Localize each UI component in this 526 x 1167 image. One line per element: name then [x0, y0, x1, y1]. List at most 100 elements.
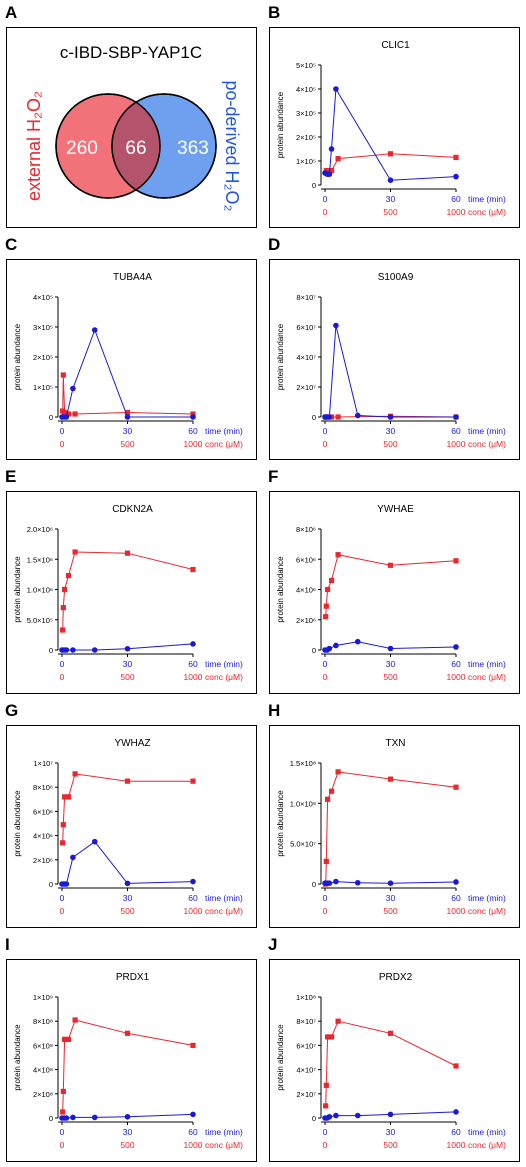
time-axis-label: time (min): [205, 1127, 243, 1137]
conc-data-point: [65, 794, 72, 800]
y-tick-label: 1.5×10⁶: [27, 555, 53, 564]
time-data-point: [333, 322, 339, 329]
panel-letter-a: A: [5, 3, 18, 22]
conc-tick-label: 0: [323, 1140, 328, 1150]
y-tick-label: 1×10⁷: [33, 759, 53, 768]
conc-data-point: [328, 1034, 335, 1040]
conc-data-point: [335, 156, 341, 162]
conc-tick-label: 500: [120, 1140, 134, 1150]
chart-prdx1: PRDX1 protein abundance 0 2×10⁸ 4×10⁸ 6×10⁸ 8×…: [13, 972, 243, 1150]
conc-tick-label: 0: [60, 439, 65, 449]
time-data-point: [333, 642, 339, 649]
conc-data-point: [190, 778, 196, 784]
y-tick-label: 5×10⁵: [296, 61, 316, 70]
conc-data-point: [387, 776, 394, 782]
y-tick-label: 0: [312, 1114, 316, 1123]
conc-tick-label: 0: [323, 207, 328, 217]
time-data-point: [124, 414, 131, 420]
y-tick-label: 6×10⁷: [296, 323, 316, 332]
time-axis-label: time (min): [468, 426, 506, 436]
time-axis-label: time (min): [205, 659, 243, 669]
time-data-point: [326, 171, 333, 177]
venn-title: c-IBD-SBP-YAP1C: [60, 43, 202, 62]
panel-letter-g: G: [5, 701, 19, 720]
time-axis-label: time (min): [205, 893, 243, 903]
conc-data-point: [335, 552, 341, 558]
conc-data-point: [72, 1017, 78, 1023]
chart-title-tuba4a: TUBA4A: [113, 272, 152, 283]
time-data-point: [124, 1113, 131, 1120]
conc-data-point: [124, 409, 131, 416]
time-data-point: [387, 645, 394, 652]
y-tick-label: 2×10⁷: [296, 1090, 316, 1099]
y-tick-label: 1×10⁹: [33, 993, 53, 1002]
conc-tick-label: 1000: [184, 906, 203, 916]
conc-tick-label: 1000: [447, 906, 466, 916]
conc-data-point: [60, 840, 66, 846]
conc-tick-label: 0: [60, 906, 65, 916]
time-data-point: [326, 880, 333, 886]
time-data-point: [190, 1111, 196, 1118]
chart-panel-j: PRDX2 protein abundance 0 2×10⁷ 4×10⁷ 6×10⁷ 8×…: [269, 959, 520, 1162]
time-tick-label: 30: [123, 893, 133, 903]
conc-tick-label: 500: [383, 439, 397, 449]
conc-data-point: [325, 168, 331, 174]
time-data-point: [91, 1114, 98, 1121]
y-tick-label: 2×10⁸: [33, 1090, 53, 1099]
time-tick-label: 30: [123, 659, 133, 669]
time-data-point: [387, 880, 394, 886]
time-data-point: [326, 1113, 333, 1120]
time-data-point: [333, 878, 339, 885]
y-tick-label: 2×10⁶: [33, 856, 53, 865]
time-data-point: [91, 327, 98, 333]
venn-overlap: [112, 94, 160, 198]
y-tick-label: 2×10⁵: [33, 353, 53, 362]
y-tick-label: 6×10⁸: [33, 1041, 53, 1050]
y-tick-label: 4×10⁷: [296, 353, 316, 362]
y-tick-label: 2.0×10⁶: [27, 525, 53, 534]
time-data-point: [70, 1114, 76, 1121]
y-axis-label: protein abundance: [13, 556, 22, 623]
conc-tick-label: 500: [383, 672, 397, 682]
time-tick-label: 0: [323, 1127, 328, 1137]
y-tick-label: 0: [49, 880, 53, 889]
conc-data-point: [60, 1088, 66, 1094]
conc-axis-label: conc (μM): [205, 672, 243, 682]
y-tick-label: 8×10⁶: [296, 525, 316, 534]
conc-data-point: [62, 409, 68, 416]
conc-axis-label: conc (μM): [205, 906, 243, 916]
chart-clic1: CLIC1 protein abundance 0 1×10⁵ 2×10⁵ 3×10⁵ 4×…: [276, 40, 506, 217]
time-series-line: [324, 87, 457, 181]
y-axis-label: protein abundance: [13, 323, 22, 390]
time-data-point: [387, 414, 394, 420]
time-data-point: [453, 644, 459, 650]
y-axis-label: protein abundance: [276, 790, 285, 857]
time-tick-label: 60: [451, 426, 461, 436]
time-series-line: [62, 841, 194, 885]
conc-data-point: [60, 1109, 66, 1115]
conc-axis-label: conc (μM): [205, 1140, 243, 1150]
panel-letter-c: C: [5, 235, 18, 254]
y-tick-label: 1×10⁸: [296, 993, 316, 1002]
y-axis-label: protein abundance: [276, 91, 285, 158]
time-data-point: [91, 838, 98, 845]
conc-tick-label: 1000: [447, 207, 466, 217]
conc-data-point: [62, 794, 68, 800]
conc-tick-label: 1000: [447, 1140, 466, 1150]
conc-data-point: [60, 627, 66, 633]
chart-panel-g: YWHAZ protein abundance 0 2×10⁶ 4×10⁶ 6×10⁶ 8×…: [6, 725, 257, 928]
conc-data-point: [453, 558, 459, 564]
time-series-line: [325, 325, 456, 418]
time-tick-label: 30: [386, 426, 396, 436]
conc-axis-label: conc (μM): [468, 439, 506, 449]
time-tick-label: 0: [60, 426, 65, 436]
y-tick-label: 6×10⁷: [296, 1041, 316, 1050]
conc-data-point: [328, 168, 335, 174]
venn-overlap-count: 66: [125, 138, 146, 159]
time-data-point: [70, 854, 76, 861]
y-tick-label: 1.0×10⁸: [290, 799, 316, 808]
conc-data-point: [335, 1018, 341, 1024]
y-tick-label: 0: [49, 413, 53, 422]
conc-tick-label: 0: [323, 439, 328, 449]
conc-tick-label: 500: [120, 439, 134, 449]
